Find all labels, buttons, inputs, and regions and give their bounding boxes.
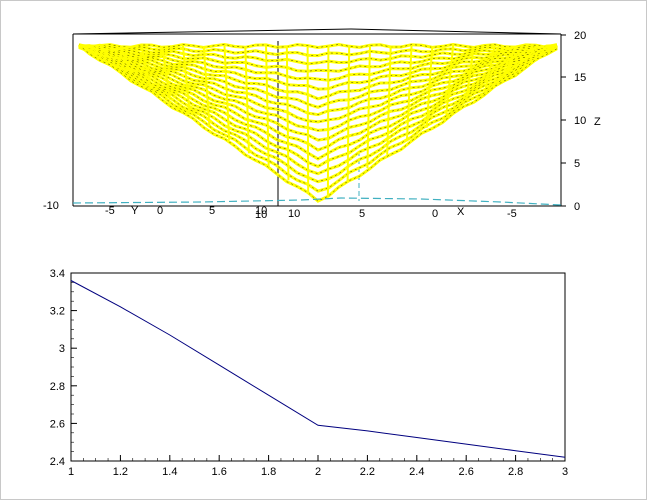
y-tick-label: 3.2 <box>50 306 65 318</box>
z-tick-label: 20 <box>574 30 586 42</box>
mesh-col <box>202 45 211 127</box>
x-tick-label: 1.8 <box>261 466 276 478</box>
y-tick-label: 2.8 <box>50 381 65 393</box>
x-tick-label: 2 <box>315 466 321 478</box>
floor-contour <box>72 197 562 206</box>
mesh-row-edge <box>78 45 558 123</box>
y-tick-label: 3.4 <box>50 268 65 280</box>
x-tick-label: 3 <box>562 466 568 478</box>
mesh-col <box>465 45 475 102</box>
z-tick-label: 10 <box>574 115 586 127</box>
x-tick-label: 2.4 <box>409 466 424 478</box>
mesh-row-edge <box>78 44 558 81</box>
mesh-col <box>405 45 413 142</box>
x-tick-label: 1.6 <box>212 466 227 478</box>
y-tick-label: 2.4 <box>50 456 65 468</box>
series-line <box>70 280 566 458</box>
y-tick-label: 2.6 <box>50 418 65 430</box>
x-tick-label: 1.4 <box>162 466 177 478</box>
z-tick-label: 0 <box>574 201 580 213</box>
y-tick-label: -10 <box>43 200 59 212</box>
mesh-col <box>425 45 434 128</box>
mesh-col <box>484 45 496 88</box>
mesh-col <box>140 45 152 87</box>
mesh-row-edge <box>78 45 558 174</box>
x-tick-label: 1 <box>68 466 74 478</box>
mesh-row-edge <box>78 44 558 115</box>
mesh-col <box>265 45 270 167</box>
mesh-col <box>223 45 231 141</box>
contour-line <box>72 197 562 206</box>
mesh-col <box>161 45 171 100</box>
line-axis-ticks: 1 1.2 1.4 1.6 1.8 2 2.2 2.4 2.6 2.8 3 2.4 2.6 2.8 3 3.2… <box>50 268 568 478</box>
y-tick-label: -5 <box>105 205 115 217</box>
surface-mesh <box>78 42 558 203</box>
mesh-col <box>346 45 351 182</box>
mesh-row-edge <box>78 46 558 160</box>
mesh-col <box>244 45 250 154</box>
z-tick-label: 15 <box>574 72 586 84</box>
y-tick-label: 3 <box>59 343 65 355</box>
mesh-row-edge <box>78 45 558 182</box>
mesh-row-edge <box>78 44 558 141</box>
mesh-col <box>119 45 132 74</box>
y-tick-label: 10 <box>255 205 267 217</box>
line-series <box>70 280 566 458</box>
mesh-col <box>181 45 191 114</box>
mesh-row-edge <box>78 44 558 48</box>
mesh-col <box>386 45 392 155</box>
mesh-row-edge <box>78 44 558 65</box>
mesh-row <box>78 44 558 169</box>
mesh-row-edge <box>78 44 558 90</box>
mesh-row-edge <box>78 45 558 72</box>
box-edge <box>72 28 352 35</box>
x-tick-label: 2.8 <box>508 466 523 478</box>
mesh-col <box>524 45 538 62</box>
x-tick-label: 2.6 <box>459 466 474 478</box>
mesh-col <box>306 45 310 194</box>
x-tick-label: 10 <box>288 208 300 220</box>
surface-bounding-box <box>72 28 562 207</box>
mesh-col <box>285 45 290 181</box>
plot-area-frame <box>70 272 566 462</box>
mesh-row <box>78 43 558 152</box>
y-axis-label: Y <box>131 205 139 217</box>
mesh-row-edge <box>78 45 558 131</box>
y-tick-label: 0 <box>157 205 163 217</box>
z-corner-label: 10 <box>255 209 267 221</box>
x-tick-label: -5 <box>507 208 517 220</box>
x-tick-label: 5 <box>359 208 365 220</box>
z-axis-label: Z <box>594 116 601 128</box>
mesh-col <box>99 45 112 61</box>
box-edge <box>350 28 562 35</box>
x-axis-label: X <box>457 206 465 218</box>
mesh-col <box>504 45 517 75</box>
mesh-col <box>366 45 371 169</box>
mesh-col <box>544 45 558 49</box>
mesh-row-edge <box>78 45 558 108</box>
x-tick-label: 0 <box>432 208 438 220</box>
mesh-row <box>78 44 558 101</box>
x-tick-label: 1.2 <box>113 466 128 478</box>
y-tick-label: 5 <box>209 205 215 217</box>
z-tick-label: 5 <box>574 158 580 170</box>
mesh-row-edge <box>78 44 558 202</box>
x-tick-label: 2.2 <box>360 466 375 478</box>
mesh-col <box>445 45 455 115</box>
mesh-row-edge <box>78 45 558 56</box>
mesh-row <box>78 43 558 193</box>
